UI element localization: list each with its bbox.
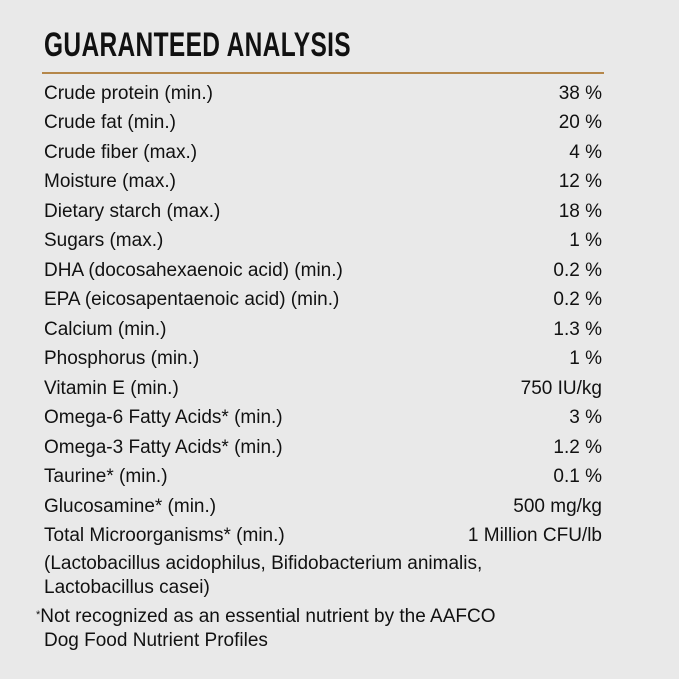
nutrient-value: 4 % <box>569 141 602 163</box>
microorganisms-note-line-2: Lactobacillus casei) <box>44 577 210 598</box>
table-row: DHA (docosahexaenoic acid) (min.) 0.2 % <box>44 256 602 285</box>
nutrient-value: 0.2 % <box>553 289 602 311</box>
nutrient-label: Taurine* (min.) <box>44 466 168 488</box>
nutrient-label: Omega-6 Fatty Acids* (min.) <box>44 407 283 429</box>
nutrient-label: Sugars (max.) <box>44 230 164 252</box>
nutrient-value: 38 % <box>558 83 602 104</box>
nutrient-value: 12 % <box>558 171 602 193</box>
nutrient-value: 0.2 % <box>553 259 602 281</box>
nutrient-value: 0.1 % <box>553 466 602 488</box>
table-row: Calcium (min.) 1.3 % <box>44 315 602 344</box>
nutrient-label: Omega-3 Fatty Acids* (min.) <box>44 436 283 458</box>
nutrient-value: 18 % <box>558 200 602 222</box>
nutrient-label: Crude fat (min.) <box>44 112 176 134</box>
table-row: Dietary starch (max.) 18 % <box>44 197 602 226</box>
analysis-table: Crude protein (min.) 38 % Crude fat (min.)… <box>44 79 602 551</box>
table-row: EPA (eicosapentaenoic acid) (min.) 0.2 % <box>44 285 602 314</box>
table-row: Crude protein (min.) 38 % <box>44 79 602 108</box>
table-row: Total Microorganisms* (min.) 1 Million CF… <box>44 521 602 550</box>
nutrient-value: 1 % <box>569 230 602 252</box>
table-row: Crude fat (min.) 20 % <box>44 108 602 137</box>
table-row: Taurine* (min.) 0.1 % <box>44 462 602 491</box>
page-title: GUARANTEED ANALYSIS <box>44 26 351 64</box>
nutrient-value: 1 % <box>569 348 602 370</box>
nutrient-value: 500 mg/kg <box>513 495 602 517</box>
nutrient-value: 750 IU/kg <box>520 377 602 399</box>
footnote-mark: * <box>36 609 41 621</box>
footnote: *Not recognized as an essential nutrient… <box>36 605 495 653</box>
nutrient-label: Crude protein (min.) <box>44 83 213 104</box>
table-row: Omega-6 Fatty Acids* (min.) 3 % <box>44 403 602 432</box>
footnote-line-2: Dog Food Nutrient Profiles <box>44 630 268 651</box>
title-divider <box>42 72 604 74</box>
table-row: Phosphorus (min.) 1 % <box>44 344 602 373</box>
nutrient-label: Total Microorganisms* (min.) <box>44 525 285 547</box>
nutrient-label: Crude fiber (max.) <box>44 141 198 163</box>
table-row: Sugars (max.) 1 % <box>44 226 602 255</box>
nutrient-value: 3 % <box>569 407 602 429</box>
footnote-line-1: Not recognized as an essential nutrient … <box>40 606 496 627</box>
table-row: Moisture (max.) 12 % <box>44 167 602 196</box>
nutrient-label: Vitamin E (min.) <box>44 377 179 399</box>
table-row: Glucosamine* (min.) 500 mg/kg <box>44 492 602 521</box>
nutrient-label: EPA (eicosapentaenoic acid) (min.) <box>44 289 340 311</box>
nutrient-label: Calcium (min.) <box>44 318 167 340</box>
table-row: Crude fiber (max.) 4 % <box>44 138 602 167</box>
table-row: Vitamin E (min.) 750 IU/kg <box>44 374 602 403</box>
nutrient-label: Dietary starch (max.) <box>44 200 221 222</box>
nutrient-value: 20 % <box>558 112 602 134</box>
nutrient-label: Moisture (max.) <box>44 171 176 193</box>
nutrient-label: Glucosamine* (min.) <box>44 495 217 517</box>
nutrient-label: Phosphorus (min.) <box>44 348 200 370</box>
nutrient-value: 1.2 % <box>553 436 602 458</box>
microorganisms-note-line-1: (Lactobacillus acidophilus, Bifidobacter… <box>44 553 483 574</box>
table-row: Omega-3 Fatty Acids* (min.) 1.2 % <box>44 433 602 462</box>
nutrient-label: DHA (docosahexaenoic acid) (min.) <box>44 259 343 281</box>
nutrient-value: 1 Million CFU/lb <box>467 525 602 547</box>
nutrient-value: 1.3 % <box>553 318 602 340</box>
